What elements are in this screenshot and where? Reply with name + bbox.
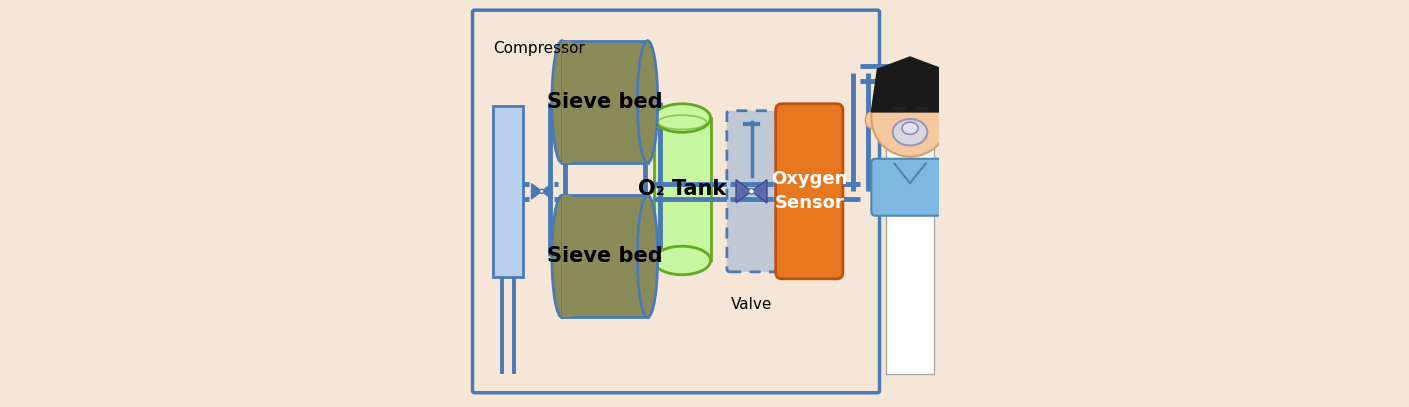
Ellipse shape (893, 119, 927, 146)
Circle shape (871, 79, 948, 157)
Ellipse shape (865, 112, 878, 128)
Polygon shape (735, 180, 751, 203)
Bar (562, 195, 572, 317)
Polygon shape (871, 57, 948, 112)
Ellipse shape (552, 41, 572, 163)
Bar (562, 195, 648, 317)
Circle shape (540, 189, 544, 193)
Polygon shape (541, 184, 552, 199)
Bar (654, 118, 710, 260)
Ellipse shape (943, 112, 955, 128)
Text: Valve: Valve (731, 297, 772, 312)
Text: O₂ Tank: O₂ Tank (638, 179, 726, 199)
FancyBboxPatch shape (727, 111, 776, 272)
Bar (493, 106, 523, 277)
Text: Compressor: Compressor (493, 42, 585, 56)
Ellipse shape (902, 122, 919, 134)
Polygon shape (751, 180, 766, 203)
Bar (886, 90, 934, 374)
Text: Sieve bed: Sieve bed (547, 246, 662, 267)
Polygon shape (531, 184, 541, 199)
Bar (562, 41, 572, 163)
Ellipse shape (637, 195, 658, 317)
FancyBboxPatch shape (776, 104, 843, 279)
FancyBboxPatch shape (871, 159, 948, 216)
FancyBboxPatch shape (472, 10, 879, 393)
Ellipse shape (637, 41, 658, 163)
Ellipse shape (552, 195, 572, 317)
Text: Sieve bed: Sieve bed (547, 92, 662, 112)
Circle shape (748, 188, 754, 194)
Ellipse shape (654, 246, 710, 275)
Ellipse shape (654, 104, 710, 132)
Bar (562, 41, 648, 163)
Text: Oxygen
Sensor: Oxygen Sensor (771, 171, 847, 212)
